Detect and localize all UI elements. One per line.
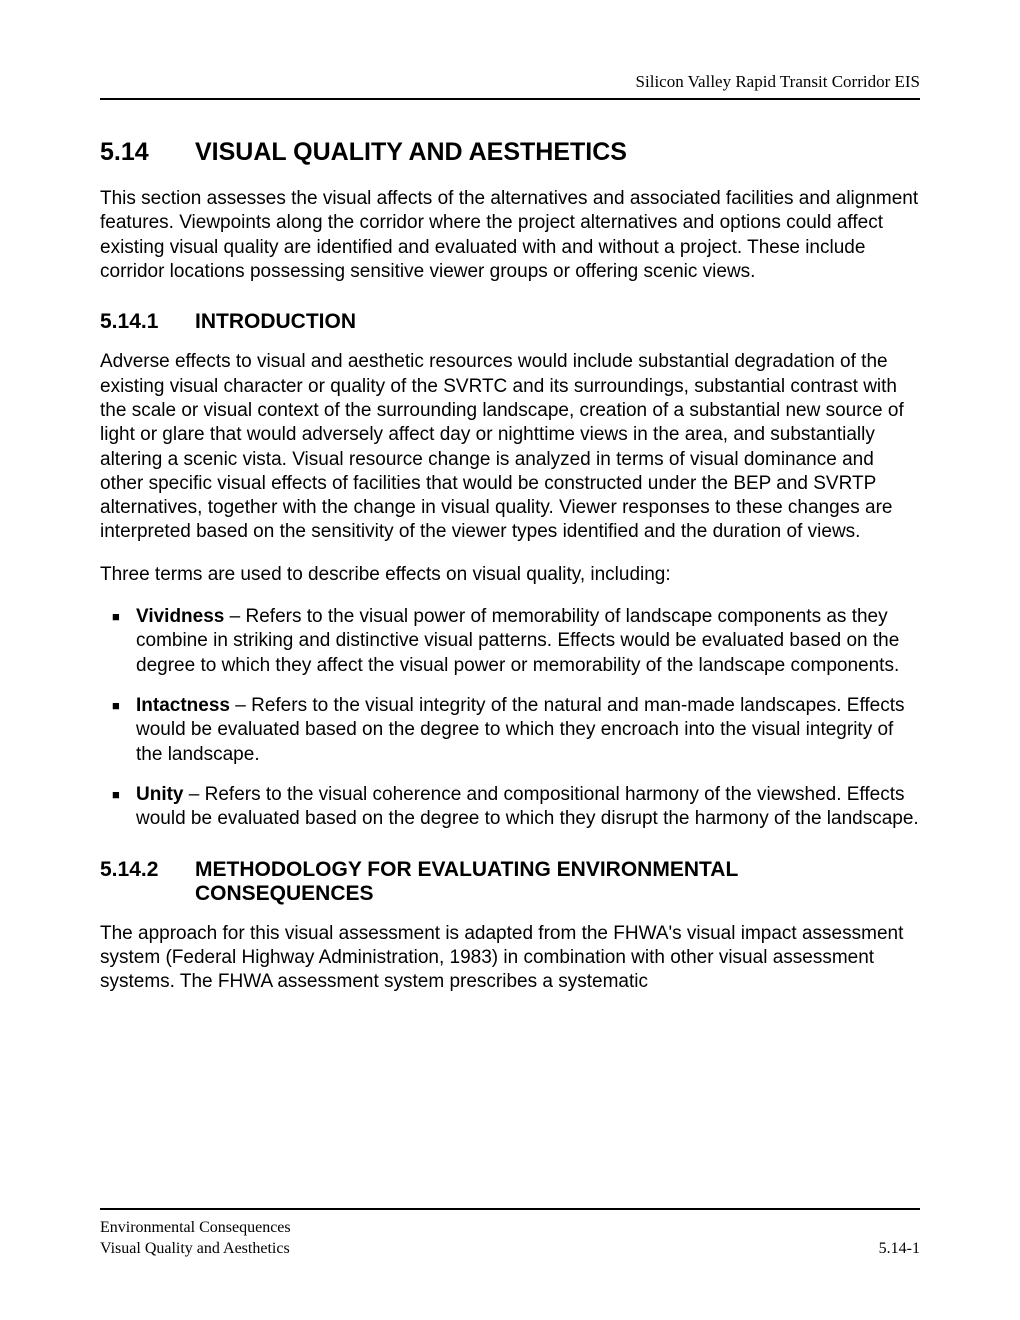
- term-unity: Unity: [136, 784, 184, 805]
- introduction-paragraph-1: Adverse effects to visual and aesthetic …: [100, 350, 920, 545]
- subsection-number: 5.14.1: [100, 310, 195, 334]
- term-vividness: Vividness: [136, 606, 224, 627]
- term-intactness: Intactness: [136, 695, 230, 716]
- term-description: – Refers to the visual power of memorabi…: [136, 606, 899, 676]
- section-title: VISUAL QUALITY AND AESTHETICS: [195, 138, 920, 167]
- footer-line-2: Visual Quality and Aesthetics: [100, 1239, 291, 1260]
- footer-row: Environmental Consequences Visual Qualit…: [100, 1218, 920, 1260]
- document-page: Silicon Valley Rapid Transit Corridor EI…: [0, 0, 1020, 1320]
- subsection-title: METHODOLOGY FOR EVALUATING ENVIRONMENTAL…: [195, 858, 920, 906]
- subsection-heading: 5.14.2 METHODOLOGY FOR EVALUATING ENVIRO…: [100, 858, 920, 906]
- definition-list: Vividness – Refers to the visual power o…: [100, 605, 920, 832]
- footer-line-1: Environmental Consequences: [100, 1218, 291, 1239]
- term-description: – Refers to the visual integrity of the …: [136, 695, 905, 765]
- section-number: 5.14: [100, 138, 195, 167]
- running-header: Silicon Valley Rapid Transit Corridor EI…: [100, 72, 920, 92]
- footer-page-number: 5.14-1: [879, 1239, 920, 1260]
- section-heading: 5.14 VISUAL QUALITY AND AESTHETICS: [100, 138, 920, 167]
- header-rule: [100, 98, 920, 100]
- footer-left-block: Environmental Consequences Visual Qualit…: [100, 1218, 291, 1260]
- methodology-paragraph-1: The approach for this visual assessment …: [100, 922, 920, 995]
- page-footer: Environmental Consequences Visual Qualit…: [100, 1208, 920, 1260]
- term-description: – Refers to the visual coherence and com…: [136, 784, 919, 829]
- subsection-heading: 5.14.1 INTRODUCTION: [100, 310, 920, 334]
- list-item: Vividness – Refers to the visual power o…: [100, 605, 920, 678]
- subsection-number: 5.14.2: [100, 858, 195, 906]
- footer-rule: [100, 1208, 920, 1210]
- list-item: Unity – Refers to the visual coherence a…: [100, 783, 920, 832]
- list-item: Intactness – Refers to the visual integr…: [100, 694, 920, 767]
- introduction-paragraph-2: Three terms are used to describe effects…: [100, 563, 920, 587]
- section-intro-paragraph: This section assesses the visual affects…: [100, 187, 920, 284]
- subsection-title: INTRODUCTION: [195, 310, 920, 334]
